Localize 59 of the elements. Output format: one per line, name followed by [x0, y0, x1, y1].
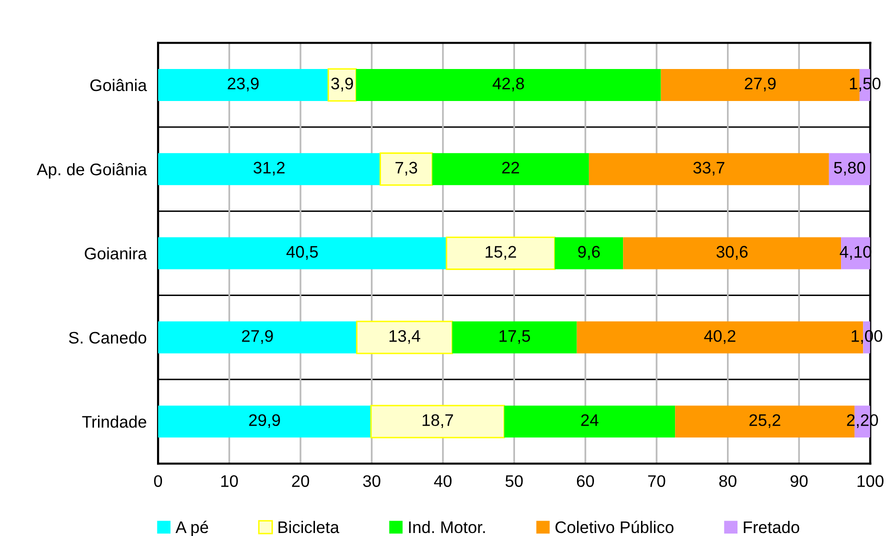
- bar: [828, 153, 870, 186]
- bar: [356, 320, 453, 354]
- bar: [432, 153, 589, 186]
- bar: [356, 68, 661, 101]
- data-label: 33,7: [693, 162, 724, 176]
- x-tick-label: 10: [221, 475, 238, 487]
- bar: [158, 237, 446, 270]
- x-tick-label: 100: [858, 475, 884, 487]
- legend-label: Bicicleta: [278, 520, 340, 534]
- data-label: 13,4: [390, 330, 420, 344]
- bar: [446, 236, 556, 270]
- data-label: 15,2: [486, 246, 516, 260]
- data-label: 42,8: [492, 78, 524, 92]
- data-label: 18,7: [422, 414, 453, 428]
- data-label: 40,2: [704, 330, 736, 344]
- bar: [452, 321, 577, 354]
- data-label: 23,9: [228, 78, 259, 92]
- legend-label: A pé: [176, 520, 208, 536]
- data-label: 17,5: [500, 330, 530, 344]
- legend-label: Ind. Motor.: [409, 520, 485, 534]
- legend-label: Fretado: [744, 520, 800, 534]
- data-label: 30,6: [716, 246, 748, 260]
- bar: [588, 153, 829, 186]
- y-tick-label: S. Canedo: [68, 331, 146, 344]
- legend-label: Coletivo Público: [556, 520, 674, 534]
- x-tick-label: 0: [154, 475, 162, 487]
- data-label: 27,9: [242, 330, 273, 344]
- x-tick-label: 40: [434, 475, 452, 487]
- y-tick-label: Ap. de Goiânia: [36, 163, 147, 179]
- y-tick-label: Trindade: [82, 416, 146, 428]
- bar: [380, 152, 433, 186]
- data-label: 3,9: [331, 78, 353, 92]
- y-tick-label: Goianira: [84, 247, 147, 260]
- bar: [504, 406, 676, 438]
- data-label: 25,2: [749, 414, 780, 428]
- bar: [158, 321, 357, 354]
- x-tick-label: 90: [790, 475, 808, 487]
- data-label: 31,2: [254, 162, 285, 176]
- x-tick-label: 50: [506, 475, 523, 487]
- x-tick-label: 30: [363, 475, 380, 487]
- x-tick-label: 80: [719, 475, 736, 487]
- data-label: 5,80: [834, 162, 866, 176]
- data-label: 7,3: [396, 162, 418, 176]
- data-label: 29,9: [249, 414, 280, 428]
- data-label: 9,6: [578, 246, 600, 260]
- bar: [370, 404, 505, 438]
- bar: [158, 68, 328, 101]
- bar: [158, 406, 372, 438]
- bar: [158, 153, 380, 186]
- bar: [623, 237, 842, 270]
- x-tick-label: 20: [292, 475, 310, 487]
- y-tick-label: Goiânia: [90, 78, 147, 92]
- x-tick-label: 70: [648, 475, 666, 487]
- x-tick-label: 60: [576, 475, 594, 487]
- data-label: 40,5: [286, 246, 318, 260]
- data-label: 22: [502, 162, 520, 174]
- data-label: 27,9: [744, 78, 776, 92]
- data-label: 24: [581, 414, 598, 426]
- bar: [554, 237, 624, 270]
